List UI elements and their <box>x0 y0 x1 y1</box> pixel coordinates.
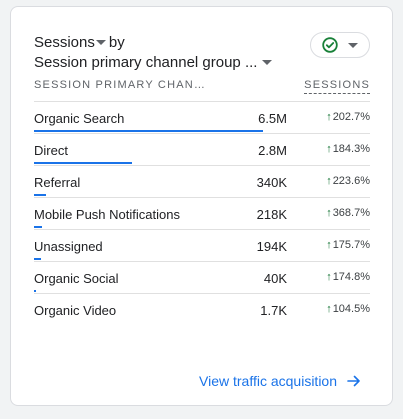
sessions-value: 340K <box>256 175 287 190</box>
channel-name: Organic Search <box>34 111 125 126</box>
metric-selector[interactable]: Sessions <box>34 34 109 51</box>
metric-label: Sessions <box>34 34 95 51</box>
change-percent: 223.6% <box>332 175 370 187</box>
share-bar <box>34 290 36 292</box>
change-value: ↑174.8% <box>326 271 370 283</box>
chevron-down-icon <box>348 42 358 48</box>
change-percent: 175.7% <box>332 239 370 251</box>
dimension-selector[interactable]: Session primary channel group ... <box>34 53 275 73</box>
share-bar <box>34 194 46 196</box>
sessions-value: 2.8M <box>258 143 287 158</box>
channel-name: Direct <box>34 143 68 158</box>
sessions-value: 6.5M <box>258 111 287 126</box>
change-value: ↑184.3% <box>326 143 370 155</box>
table-row: Unassigned 194K ↑175.7% <box>34 229 370 261</box>
by-label: by <box>108 34 125 51</box>
sessions-value: 1.7K <box>260 303 287 318</box>
sessions-value: 40K <box>263 271 287 286</box>
channel-name: Unassigned <box>34 239 103 254</box>
change-value: ↑202.7% <box>326 111 370 123</box>
share-bar <box>34 226 42 228</box>
table-row: Organic Social 40K ↑174.8% <box>34 261 370 293</box>
arrow-up-icon: ↑ <box>326 207 332 219</box>
sessions-value: 218K <box>256 207 287 222</box>
arrow-up-icon: ↑ <box>326 111 332 123</box>
check-circle-icon <box>322 37 338 53</box>
table-body: Organic Search 6.5M ↑202.7% Direct 2.8M ↑184.… <box>34 101 370 325</box>
metric-dropdown-icon <box>95 39 106 45</box>
share-bar <box>34 258 41 260</box>
table-row: Organic Search 6.5M ↑202.7% <box>34 101 370 133</box>
table-row: Direct 2.8M ↑184.3% <box>34 133 370 165</box>
change-value: ↑223.6% <box>326 175 370 187</box>
change-value: ↑368.7% <box>326 207 370 219</box>
table-header: SESSION PRIMARY CHAN… SESSIONS <box>34 79 370 99</box>
change-percent: 184.3% <box>332 143 370 155</box>
view-traffic-acquisition-link[interactable]: View traffic acquisition <box>199 373 361 389</box>
channel-name: Organic Video <box>34 303 117 318</box>
dimension-label: Session primary channel group ... <box>34 54 258 71</box>
column-header-channel[interactable]: SESSION PRIMARY CHAN… <box>34 79 207 91</box>
arrow-right-icon <box>347 375 360 387</box>
change-percent: 104.5% <box>332 303 370 315</box>
change-percent: 368.7% <box>332 207 370 219</box>
sessions-value: 194K <box>256 239 287 254</box>
arrow-up-icon: ↑ <box>326 239 332 251</box>
table-row: Mobile Push Notifications 218K ↑368.7% <box>34 197 370 229</box>
change-percent: 174.8% <box>332 271 370 283</box>
arrow-up-icon: ↑ <box>326 175 332 187</box>
card-header: Sessions by Session primary channel group… <box>34 33 275 73</box>
table-row: Referral 340K ↑223.6% <box>34 165 370 197</box>
channel-name: Referral <box>34 175 81 190</box>
dimension-dropdown-icon <box>262 59 273 65</box>
channel-name: Organic Social <box>34 271 119 286</box>
change-value: ↑104.5% <box>326 303 370 315</box>
table-row: Organic Video 1.7K ↑104.5% <box>34 293 370 325</box>
arrow-up-icon: ↑ <box>326 303 332 315</box>
change-value: ↑175.7% <box>326 239 370 251</box>
column-header-sessions[interactable]: SESSIONS <box>304 79 370 94</box>
share-bar <box>34 130 263 132</box>
status-menu-button[interactable] <box>310 32 370 58</box>
channel-name: Mobile Push Notifications <box>34 207 180 222</box>
share-bar <box>34 162 133 164</box>
link-label: View traffic acquisition <box>199 373 337 389</box>
channel-sessions-card: Sessions by Session primary channel group… <box>10 6 393 406</box>
arrow-up-icon: ↑ <box>326 271 332 283</box>
change-percent: 202.7% <box>332 111 370 123</box>
arrow-up-icon: ↑ <box>326 143 332 155</box>
